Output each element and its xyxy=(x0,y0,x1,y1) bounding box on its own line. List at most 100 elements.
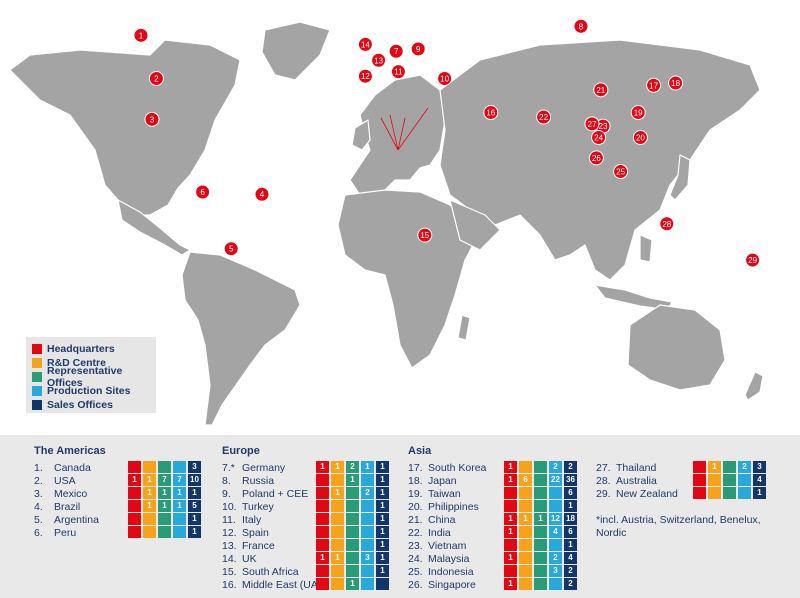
marker-4: 4 xyxy=(254,186,270,202)
country-row: 12. Spain xyxy=(222,527,269,540)
count-cell: 1 xyxy=(158,487,171,499)
marker-label: 10 xyxy=(440,74,449,83)
count-cell xyxy=(519,487,532,499)
country-number: 24. xyxy=(408,553,423,565)
count-cell xyxy=(128,513,141,525)
count-cell: 1 xyxy=(376,513,389,525)
marker-label: 8 xyxy=(579,22,584,31)
marker-18: 18 xyxy=(668,75,684,91)
marker-label: 26 xyxy=(592,154,601,163)
marker-label: 22 xyxy=(539,113,548,122)
europe-column: Europe xyxy=(222,445,260,459)
country-row: 11. Italy xyxy=(222,514,261,527)
country-number: 25. xyxy=(408,566,423,578)
country-row: 6. Peru xyxy=(34,527,76,540)
count-cell: 1 xyxy=(376,552,389,564)
country-row: 7.* Germany xyxy=(222,462,285,475)
legend-label: Production Sites xyxy=(47,385,131,397)
count-cell: 2 xyxy=(549,552,562,564)
count-cell xyxy=(316,578,329,590)
office-table-panel: The Americas Europe Asia 1. Canada 3 2. USA 1… xyxy=(0,435,800,598)
marker-22: 22 xyxy=(536,109,552,125)
country-number: 19. xyxy=(408,488,423,500)
country-name: Spain xyxy=(242,527,269,539)
country-number: 17. xyxy=(408,462,423,474)
marker-1: 1 xyxy=(133,27,149,43)
count-cell xyxy=(331,474,344,486)
country-row: 20. Philippines xyxy=(408,501,479,514)
legend-item: Headquarters xyxy=(32,342,156,356)
country-number: 9. xyxy=(222,488,231,500)
marker-26: 26 xyxy=(588,150,604,166)
europe-title: Europe xyxy=(222,445,260,457)
country-row: 10. Turkey xyxy=(222,501,274,514)
landmass xyxy=(9,21,764,426)
count-cell: 2 xyxy=(361,487,374,499)
count-cell xyxy=(693,461,706,473)
count-cell xyxy=(534,526,547,538)
country-name: Poland + CEE xyxy=(242,488,309,500)
count-cell: 1 xyxy=(188,526,201,538)
count-cell xyxy=(738,487,751,499)
marker-25: 25 xyxy=(613,164,629,180)
country-number: 20. xyxy=(408,501,423,513)
marker-label: 15 xyxy=(420,231,429,240)
legend-item: Production Sites xyxy=(32,384,156,398)
count-cell xyxy=(316,526,329,538)
count-cell: 1 xyxy=(173,487,186,499)
marker-label: 7 xyxy=(394,47,399,56)
country-name: Turkey xyxy=(242,501,274,513)
marker-6: 6 xyxy=(195,184,211,200)
country-row: 29. New Zealand xyxy=(596,488,678,501)
count-cell: 1 xyxy=(504,461,517,473)
count-cell: 1 xyxy=(143,500,156,512)
legend-swatch xyxy=(32,400,42,410)
count-cell xyxy=(361,565,374,577)
country-row: 3. Mexico xyxy=(34,488,87,501)
country-number: 2. xyxy=(34,475,43,487)
country-number: 6. xyxy=(34,527,43,539)
marker-label: 9 xyxy=(416,45,421,54)
count-cell: 1 xyxy=(376,539,389,551)
count-cell xyxy=(316,474,329,486)
count-cell: 1 xyxy=(376,565,389,577)
country-name: Middle East (UAE) xyxy=(242,579,329,591)
count-cell: 3 xyxy=(549,565,562,577)
count-cell xyxy=(549,500,562,512)
count-cell xyxy=(519,565,532,577)
country-name: Canada xyxy=(54,462,91,474)
count-cell xyxy=(549,487,562,499)
marker-9: 9 xyxy=(410,41,426,57)
marker-label: 23 xyxy=(599,122,608,131)
count-cell: 1 xyxy=(331,487,344,499)
count-cell xyxy=(346,526,359,538)
country-name: South Korea xyxy=(428,462,487,474)
count-cell xyxy=(128,500,141,512)
count-cell xyxy=(693,487,706,499)
legend-label: Headquarters xyxy=(47,343,115,355)
count-cell: 1 xyxy=(143,487,156,499)
count-cell: 1 xyxy=(143,474,156,486)
marker-label: 5 xyxy=(229,245,234,254)
count-cell xyxy=(534,539,547,551)
country-number: 26. xyxy=(408,579,423,591)
country-number: 16. xyxy=(222,579,237,591)
count-cell xyxy=(316,565,329,577)
marker-label: 19 xyxy=(634,109,643,118)
country-name: Philippines xyxy=(428,501,479,513)
country-row: 15. South Africa xyxy=(222,566,299,579)
count-cell xyxy=(519,461,532,473)
country-number: 21. xyxy=(408,514,423,526)
count-cell: 1 xyxy=(188,513,201,525)
country-number: 22. xyxy=(408,527,423,539)
count-cell: 1 xyxy=(173,500,186,512)
country-name: Indonesia xyxy=(428,566,474,578)
marker-label: 16 xyxy=(486,109,495,118)
count-cell xyxy=(316,539,329,551)
country-number: 12. xyxy=(222,527,237,539)
count-cell: 1 xyxy=(376,526,389,538)
count-cell: 2 xyxy=(738,461,751,473)
marker-14: 14 xyxy=(357,36,373,52)
country-name: New Zealand xyxy=(616,488,678,500)
country-row: 24. Malaysia xyxy=(408,553,469,566)
